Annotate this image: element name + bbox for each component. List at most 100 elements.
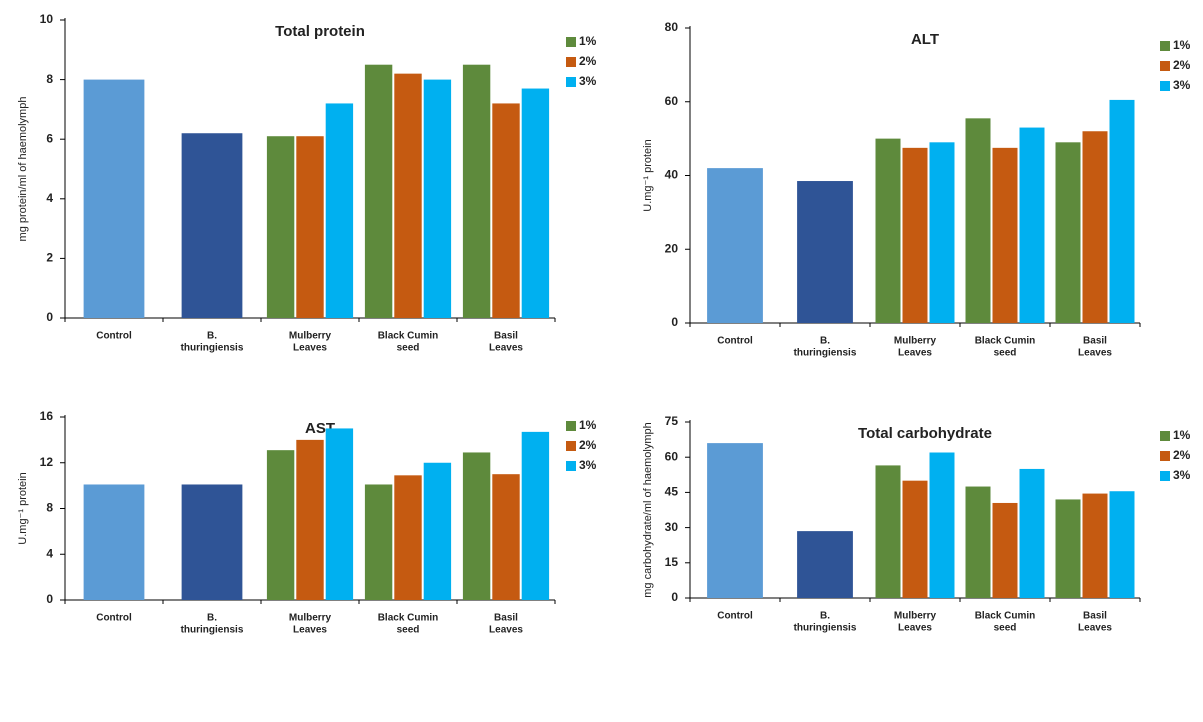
legend-swatch (566, 421, 576, 431)
x-tick-label: Black Cumin (378, 331, 439, 342)
y-tick-label: 45 (665, 485, 679, 499)
legend-swatch (566, 441, 576, 451)
legend-swatch (1160, 471, 1170, 481)
x-tick-label: seed (994, 348, 1017, 359)
x-tick-label: Control (717, 611, 753, 622)
bar (929, 142, 955, 323)
bar (364, 484, 393, 600)
bar (1019, 468, 1045, 598)
bar (992, 502, 1018, 598)
legend-label: 2% (579, 438, 597, 452)
bar (992, 147, 1018, 323)
bar (1109, 99, 1135, 323)
x-tick-label: seed (397, 625, 420, 636)
y-axis-label: U.mg⁻¹ protein (642, 139, 654, 211)
y-tick-label: 12 (40, 455, 54, 469)
bar (423, 79, 452, 318)
legend-label: 2% (1173, 58, 1191, 72)
x-tick-label: Mulberry (289, 331, 332, 342)
x-tick-label: Basil (494, 331, 518, 342)
y-tick-label: 6 (46, 131, 53, 145)
y-axis-label: U.mg⁻¹ protein (17, 472, 29, 544)
x-tick-label: Basil (1083, 611, 1107, 622)
x-tick-label: B. (207, 331, 217, 342)
y-axis-label: mg protein/ml of haemolymph (17, 97, 29, 242)
bar (266, 450, 295, 600)
x-tick-label: B. (207, 613, 217, 624)
bar (521, 88, 550, 318)
y-tick-label: 0 (671, 315, 678, 329)
x-tick-label: Mulberry (894, 336, 937, 347)
y-tick-label: 0 (46, 592, 53, 606)
bar (902, 147, 928, 323)
y-tick-label: 4 (46, 191, 53, 205)
legend-label: 1% (1173, 428, 1191, 442)
y-tick-label: 10 (40, 12, 54, 26)
y-tick-label: 75 (665, 414, 679, 428)
bar (707, 168, 763, 323)
bar (181, 133, 243, 318)
legend-swatch (1160, 61, 1170, 71)
bar (875, 465, 901, 598)
y-tick-label: 0 (671, 590, 678, 604)
x-tick-label: B. (820, 611, 830, 622)
bar (902, 480, 928, 598)
bar (1109, 491, 1135, 598)
x-tick-label: Leaves (489, 343, 523, 354)
bar (929, 452, 955, 598)
x-tick-label: Leaves (293, 625, 327, 636)
bar (965, 486, 991, 598)
legend-swatch (566, 77, 576, 87)
y-tick-label: 16 (40, 409, 54, 423)
bar (797, 531, 853, 598)
bar (181, 484, 243, 600)
x-tick-label: Leaves (1078, 348, 1112, 359)
y-tick-label: 8 (46, 72, 53, 86)
y-tick-label: 80 (665, 20, 679, 34)
y-tick-label: 4 (46, 546, 53, 560)
x-tick-label: Leaves (293, 343, 327, 354)
legend-label: 1% (1173, 38, 1191, 52)
bar (1019, 127, 1045, 323)
legend-swatch (1160, 451, 1170, 461)
legend-swatch (1160, 41, 1170, 51)
bar (707, 443, 763, 598)
legend-label: 1% (579, 418, 597, 432)
legend-label: 2% (1173, 448, 1191, 462)
x-tick-label: thuringiensis (794, 623, 857, 634)
bar (296, 439, 324, 600)
legend-label: 2% (579, 54, 597, 68)
bar (462, 64, 491, 318)
bar (462, 452, 491, 600)
y-tick-label: 60 (665, 449, 679, 463)
bar (296, 136, 324, 318)
legend-label: 3% (1173, 78, 1191, 92)
x-tick-label: Leaves (898, 623, 932, 634)
x-tick-label: Mulberry (289, 613, 332, 624)
bar (1055, 499, 1081, 598)
y-tick-label: 60 (665, 94, 679, 108)
bar (875, 138, 901, 323)
bar (325, 428, 354, 600)
bar (325, 103, 354, 318)
x-tick-label: Black Cumin (378, 613, 439, 624)
bar (423, 462, 452, 600)
y-tick-label: 20 (665, 241, 679, 255)
bar (521, 431, 550, 600)
bar (364, 64, 393, 318)
y-tick-label: 15 (665, 555, 679, 569)
x-tick-label: Mulberry (894, 611, 937, 622)
bar (394, 475, 422, 600)
x-tick-label: Leaves (1078, 623, 1112, 634)
bar (1082, 131, 1108, 323)
bar (1082, 493, 1108, 598)
x-tick-label: seed (397, 343, 420, 354)
chart-title: Total carbohydrate (858, 425, 992, 442)
x-tick-label: Basil (1083, 336, 1107, 347)
x-tick-label: thuringiensis (794, 348, 857, 359)
bar (492, 474, 520, 600)
chart-title: ALT (911, 31, 939, 48)
x-tick-label: Leaves (898, 348, 932, 359)
x-tick-label: Control (96, 613, 132, 624)
x-tick-label: Basil (494, 613, 518, 624)
